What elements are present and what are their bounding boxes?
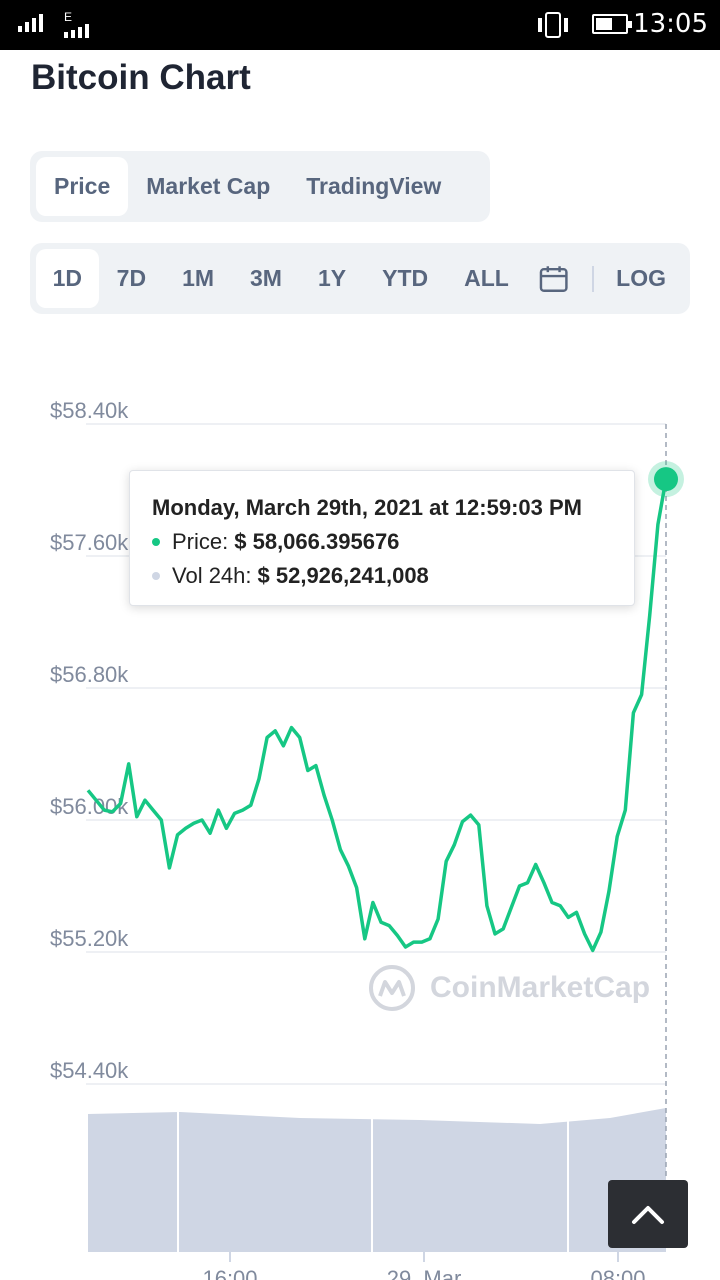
status-bar: E 13:05	[0, 0, 720, 50]
tooltip-volume-label: Vol 24h:	[172, 563, 252, 588]
volume-legend-dot	[152, 572, 160, 580]
tab-all[interactable]: ALL	[464, 265, 509, 291]
scroll-to-top-button[interactable]	[608, 1180, 688, 1248]
x-tick-label: 29. Mar	[387, 1266, 462, 1280]
y-tick-label: $57.60k	[50, 530, 129, 555]
volume-area	[88, 1108, 666, 1252]
status-time: 13:05	[633, 9, 708, 39]
y-tick-label: $54.40k	[50, 1058, 129, 1083]
signal-strength-icon	[18, 14, 43, 32]
page-title: Bitcoin Chart	[31, 58, 251, 97]
x-tick-label: 08:00	[590, 1266, 645, 1280]
network-type-label: E	[64, 10, 73, 24]
signal-strength-icon-2	[64, 24, 89, 38]
chart-tooltip: Monday, March 29th, 2021 at 12:59:03 PM …	[129, 470, 635, 606]
price-legend-dot	[152, 538, 160, 546]
vibrate-icon	[538, 12, 568, 38]
log-scale-button[interactable]: LOG	[616, 265, 666, 291]
battery-icon	[592, 14, 632, 34]
tooltip-date: Monday, March 29th, 2021 at 12:59:03 PM	[152, 495, 582, 520]
tab-1m[interactable]: 1M	[182, 265, 215, 291]
range-tabs: 1D 7D 1M 3M 1Y YTD ALL LOG	[30, 243, 690, 314]
tooltip-price-row: Price: $ 58,066.395676	[152, 529, 612, 555]
tooltip-volume-value: $ 52,926,241,008	[257, 563, 429, 588]
price-series-line	[86, 478, 668, 953]
y-tick-label: $56.80k	[50, 662, 129, 687]
coinmarketcap-logo-icon	[369, 965, 415, 1011]
y-tick-label: $58.40k	[50, 398, 129, 423]
tooltip-price-label: Price:	[172, 529, 229, 554]
x-tick-label: 16:00	[202, 1266, 257, 1280]
range-divider	[592, 265, 595, 292]
tab-3m[interactable]: 3M	[250, 265, 282, 291]
hover-point	[654, 467, 678, 492]
calendar-icon[interactable]	[539, 264, 568, 294]
coinmarketcap-watermark: CoinMarketCap	[368, 964, 650, 1012]
tab-ytd[interactable]: YTD	[382, 265, 429, 291]
tab-market-cap[interactable]: Market Cap	[146, 173, 271, 199]
chart-type-tabs: Price Market Cap TradingView	[30, 151, 490, 222]
tooltip-price-value: $ 58,066.395676	[234, 529, 400, 554]
chevron-up-icon	[632, 1206, 664, 1224]
y-tick-label: $55.20k	[50, 926, 129, 951]
tab-price[interactable]: Price	[36, 157, 129, 216]
tab-1d[interactable]: 1D	[36, 249, 99, 308]
tab-1y[interactable]: 1Y	[317, 265, 347, 291]
tab-7d[interactable]: 7D	[116, 265, 147, 291]
tooltip-volume-row: Vol 24h: $ 52,926,241,008	[152, 563, 612, 589]
watermark-text: CoinMarketCap	[430, 971, 651, 1004]
tab-tradingview[interactable]: TradingView	[306, 173, 442, 199]
